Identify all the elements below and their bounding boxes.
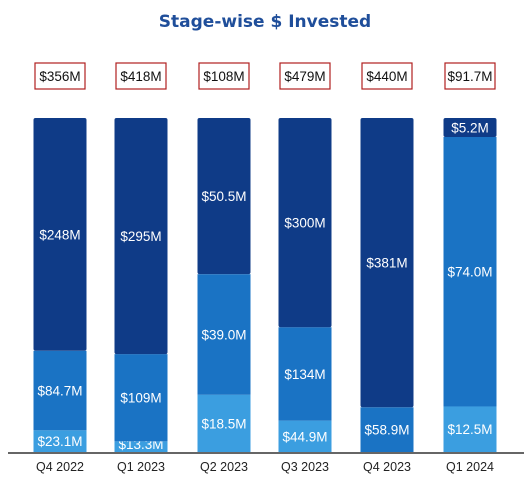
data-label: $23.1M xyxy=(37,434,82,449)
data-label: $248M xyxy=(39,227,80,242)
total-label: $356M xyxy=(39,69,80,84)
bar-segment xyxy=(197,118,251,275)
chart-title: Stage-wise $ Invested xyxy=(158,12,372,32)
bar-segment xyxy=(197,394,251,452)
bar-segment xyxy=(443,406,497,452)
data-label: $44.9M xyxy=(282,429,327,444)
bar-segment xyxy=(278,118,332,328)
bar-segment xyxy=(278,420,332,452)
total-box xyxy=(115,62,167,90)
total-label: $440M xyxy=(366,69,407,84)
data-label: $381M xyxy=(366,256,407,271)
total-label: $108M xyxy=(203,69,244,84)
total-box xyxy=(361,62,413,90)
bar-segment xyxy=(360,407,414,452)
data-label: $18.5M xyxy=(201,416,246,431)
total-label: $91.7M xyxy=(447,69,492,84)
bar-segment xyxy=(33,118,87,351)
x-tick-label: Q4 2022 xyxy=(36,460,84,474)
x-tick-label: Q3 2023 xyxy=(281,460,329,474)
total-box xyxy=(279,62,331,90)
data-label: $300M xyxy=(284,216,325,231)
x-tick-label: Q1 2023 xyxy=(117,460,165,474)
total-box xyxy=(198,62,250,90)
total-label: $418M xyxy=(120,69,161,84)
bar-segment xyxy=(114,441,168,452)
x-tick-label: Q2 2023 xyxy=(200,460,248,474)
total-box xyxy=(34,62,86,90)
data-label: $39.0M xyxy=(201,327,246,342)
data-label: $84.7M xyxy=(37,384,82,399)
bar-segment xyxy=(278,327,332,421)
data-label: $109M xyxy=(120,391,161,406)
bar-segment xyxy=(33,350,87,431)
data-label: $58.9M xyxy=(364,423,409,438)
bar-segment xyxy=(443,136,497,407)
data-label: $5.2M xyxy=(451,120,489,135)
total-box xyxy=(444,62,496,90)
bar-segment xyxy=(360,118,414,408)
data-label: $12.5M xyxy=(447,422,492,437)
bar-segment xyxy=(33,430,87,452)
bar-segment xyxy=(197,274,251,395)
data-label: $134M xyxy=(284,367,325,382)
bar-segment xyxy=(114,354,168,442)
data-label: $50.5M xyxy=(201,189,246,204)
x-tick-label: Q4 2023 xyxy=(363,460,411,474)
total-label: $479M xyxy=(284,69,325,84)
data-label: $74.0M xyxy=(447,265,492,280)
x-tick-label: Q1 2024 xyxy=(446,460,494,474)
bar-segment xyxy=(443,118,497,137)
data-label: $295M xyxy=(120,229,161,244)
bar-segment xyxy=(114,118,168,355)
